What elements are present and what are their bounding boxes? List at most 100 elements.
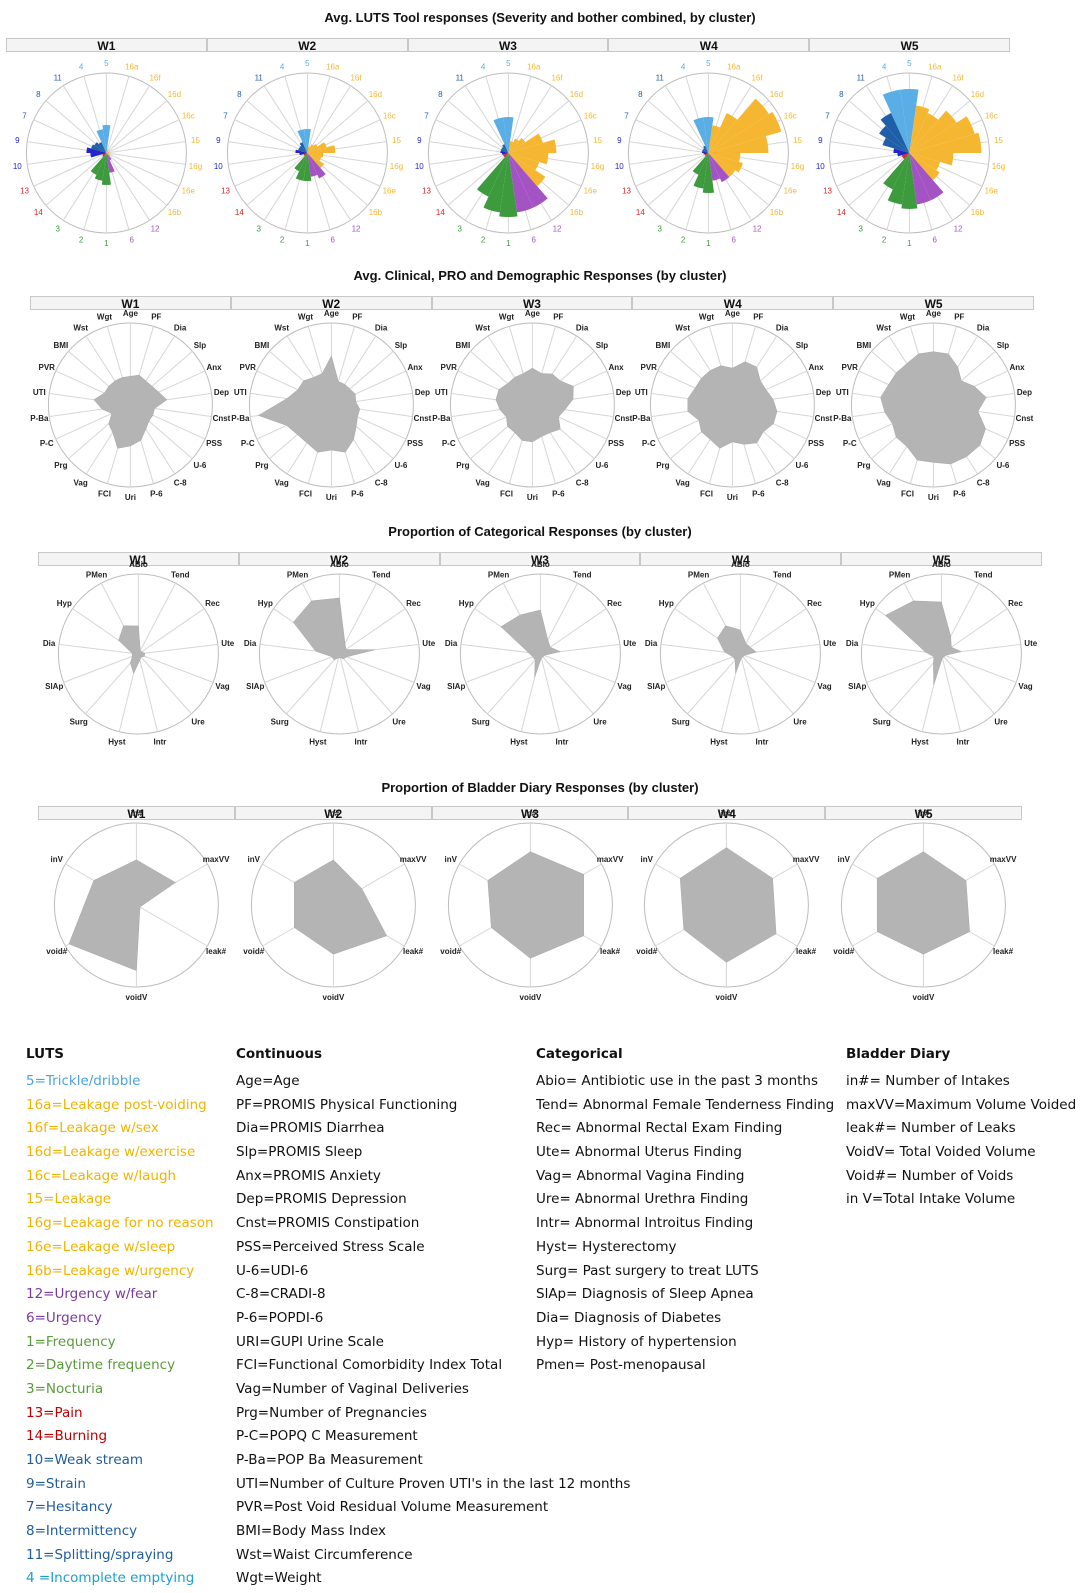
radar-segment <box>901 153 918 210</box>
radar-spoke <box>137 653 159 732</box>
radar-chart: ABio Tend Rec Ute Vag Ure Intr Hyst Surg SlAp Dia H… <box>43 560 235 746</box>
radar-axis-label: in# <box>524 809 536 818</box>
cluster-header: W1 <box>6 38 207 53</box>
radar-axis-label: BMI <box>54 341 69 350</box>
radar-axis-label: 6 <box>933 235 938 244</box>
radar-axis-label: 14 <box>34 208 43 217</box>
radar-spoke <box>635 152 709 187</box>
radar-axis-label: 16f <box>752 73 764 82</box>
radar-axis-label: 10 <box>13 162 22 171</box>
radar-axis-label: C-8 <box>174 478 187 487</box>
radar-segment <box>703 117 714 153</box>
radar-spoke <box>888 653 942 715</box>
radar-axis-label: 16c <box>583 112 596 121</box>
radar-axis-label: PMen <box>86 570 107 579</box>
radar-axis-label: Ute <box>422 639 435 648</box>
radar-axis-label: 14 <box>436 208 445 217</box>
radar-spoke <box>106 119 180 154</box>
radar-axis-label: BMI <box>254 341 269 350</box>
radar-axis-label: ABio <box>731 560 750 569</box>
radar-axis-label: 10 <box>214 162 223 171</box>
radar-spoke <box>539 608 607 655</box>
radar-spoke <box>105 76 130 154</box>
radar-axis-label: Hyp <box>258 599 273 608</box>
radar-spoke <box>447 152 509 206</box>
radar-axis-label: Dia <box>645 639 658 648</box>
radar-segment <box>96 129 107 153</box>
legend-categorical: Categorical Abio= Antibiotic use in the … <box>536 1046 836 1378</box>
radar-axis-label: 2 <box>79 235 84 244</box>
radar-axis-label: 16a <box>928 63 942 72</box>
legend-item: 4 =Incomplete emptying <box>26 1570 195 1587</box>
radar-axis-label: P-C <box>642 439 656 448</box>
radar-axis-label: in# <box>131 809 143 818</box>
radar-segment <box>91 144 107 153</box>
radar-segment <box>303 153 312 181</box>
legend-item: 12=Urgency w/fear <box>26 1286 158 1303</box>
radar-axis-label: Intr <box>555 737 568 746</box>
radar-axis-label: Vag <box>475 478 489 487</box>
radar-segment <box>295 149 308 153</box>
radar-segment <box>708 153 721 181</box>
radar-spoke <box>106 152 186 165</box>
radar-spoke <box>648 152 710 206</box>
radar-polygon <box>293 859 387 955</box>
radar-axis-label: P-C <box>441 439 455 448</box>
radar-segment <box>106 151 109 153</box>
radar-axis-label: Hyst <box>108 737 126 746</box>
radar-spoke <box>740 582 779 655</box>
radar-axis-label: 3 <box>56 225 61 234</box>
radar-chart: in# maxVV leak# voidV void# inV <box>243 809 427 1002</box>
radar-axis-label: Dia <box>174 324 187 333</box>
legend-item: C-8=CRADI-8 <box>236 1286 326 1303</box>
radar-axis-label: Slp <box>595 341 608 350</box>
radar-segment <box>106 150 108 153</box>
radar-segment <box>705 153 709 157</box>
legend-item: 10=Weak stream <box>26 1452 144 1468</box>
radar-axis-label: 9 <box>617 136 622 145</box>
radar-axis-label: PF <box>151 313 161 322</box>
radar-spoke <box>138 608 205 655</box>
radar-segment <box>702 151 709 153</box>
legend-item: Slp=PROMIS Sleep <box>236 1144 363 1161</box>
radar-axis-label: 14 <box>636 208 645 217</box>
radar-axis-label: 16g <box>189 162 202 171</box>
radar-polygon <box>257 355 360 453</box>
radar-axis-label: 10 <box>816 162 825 171</box>
radar-segment <box>693 153 709 175</box>
legend-item: in#= Number of Intakes <box>846 1073 1010 1089</box>
radar-axis-label: 16b <box>770 208 784 217</box>
radar-axis-label: Wst <box>274 324 289 333</box>
radar-axis-label: leak# <box>600 947 621 956</box>
radar-segment <box>708 112 738 153</box>
radar-axis-label: 16e <box>583 186 597 195</box>
radar-polygon <box>495 367 574 443</box>
radar-axis-label: 16g <box>390 162 403 171</box>
radar-spoke <box>941 653 996 715</box>
radar-segment <box>507 153 546 187</box>
radar-axis-label: Cnst <box>614 414 632 423</box>
radar-axis-label: Hyst <box>309 737 327 746</box>
radar-axis-label: PSS <box>206 439 223 448</box>
radar-axis-label: 16f <box>350 73 362 82</box>
radar-axis-label: Anx <box>1010 363 1026 372</box>
radar-axis-label: Hyp <box>860 599 875 608</box>
radar-segment <box>507 138 519 153</box>
cluster-header: W2 <box>234 806 432 821</box>
radar-segment <box>704 153 709 156</box>
radar-axis-label: 16c <box>182 112 195 121</box>
clinical-section-title: Avg. Clinical, PRO and Demographic Respo… <box>353 268 727 283</box>
radar-axis-label: C-8 <box>977 478 990 487</box>
radar-axis-label: 16g <box>590 162 603 171</box>
radar-axis-label: Cnst <box>815 414 833 423</box>
radar-polygon <box>500 609 561 678</box>
radar-axis-label: PVR <box>38 363 55 372</box>
radar-segment <box>94 142 107 153</box>
cluster-header: W4 <box>632 296 834 311</box>
radar-segment <box>307 153 326 179</box>
radar-segment <box>708 125 721 153</box>
radar-spoke <box>465 653 541 683</box>
radar-segment <box>503 153 508 158</box>
radar-polygon <box>680 847 777 963</box>
radar-axis-label: 11 <box>857 73 866 82</box>
